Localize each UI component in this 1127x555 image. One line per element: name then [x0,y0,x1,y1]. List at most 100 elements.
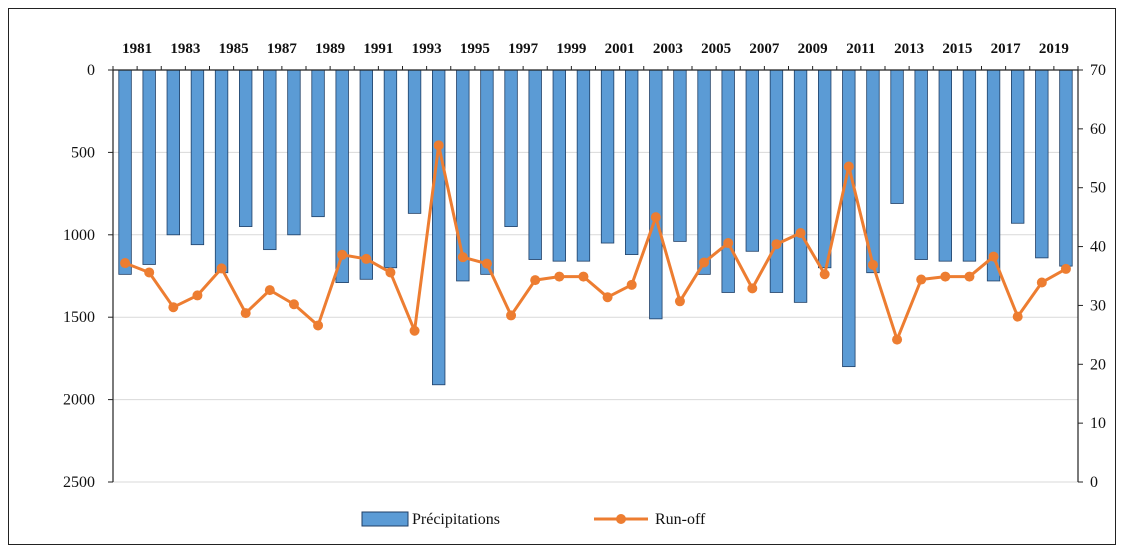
precipitation-bar [287,69,301,236]
left-tick-label: 2500 [63,474,95,491]
precipitation-bar [625,69,639,255]
precipitation-bar [190,69,205,246]
runoff-line [120,140,1071,345]
tick-labels: 0 500 1000 1500 2000 2500 70 60 50 40 30 20 10 0 1981 1… [63,41,1106,491]
runoff-point [674,296,685,307]
runoff-point [795,228,806,239]
legend-precipitation-label: Précipitations [412,511,500,528]
precipitation-bar [166,69,180,236]
top-tick-label: 2013 [894,41,924,57]
right-tick-label: 40 [1090,239,1106,256]
precipitation-bar [480,69,494,275]
top-tick-label: 2009 [798,41,828,57]
legend-runoff-marker [616,514,626,524]
legend: Précipitations Run-off [361,511,706,528]
runoff-point [916,274,927,285]
precipitation-bar [673,69,687,242]
runoff-point [723,238,734,249]
precipitation-bar [914,69,928,260]
legend-runoff-label: Run-off [655,511,706,528]
runoff-point [433,140,444,151]
right-tick-label: 0 [1090,474,1098,491]
precipitation-bar [214,69,229,274]
left-tick-label: 500 [71,144,95,161]
precipitation-bar [1011,69,1025,224]
precipitation-bar [745,69,759,252]
legend-precipitation-swatch [361,511,409,527]
precipitation-bars [118,69,1073,386]
top-tick-label: 1983 [170,41,200,57]
runoff-point [337,249,348,260]
right-tick-label: 70 [1090,62,1106,79]
top-tick-label: 1993 [412,41,442,57]
precipitation-bar [793,69,808,303]
precipitation-bar [263,69,277,251]
runoff-point [385,267,396,278]
precipitation-bar [986,69,1001,282]
runoff-point [626,279,637,290]
top-tick-label: 2017 [991,41,1022,57]
top-tick-label: 1997 [508,41,539,57]
runoff-point [988,251,999,262]
precipitation-bar [359,69,373,280]
precipitation-bar [239,69,253,227]
top-tick-label: 1987 [267,41,298,57]
runoff-point [964,271,975,282]
top-tick-label: 2011 [846,41,875,57]
top-tick-label: 1989 [315,41,345,57]
runoff-point [481,258,492,269]
runoff-point [1036,277,1047,288]
precipitation-bar [769,69,784,293]
precipitation-bar [142,69,156,265]
runoff-point [530,275,541,286]
runoff-point [264,285,275,296]
top-tick-label: 2001 [605,41,635,57]
top-tick-label: 1995 [460,41,490,57]
runoff-point [843,161,854,172]
precipitation-bar [649,69,663,320]
precipitation-bar [1059,69,1073,267]
axes [108,66,1083,483]
top-tick-label: 1991 [363,41,393,57]
runoff-point [602,292,613,303]
precipitation-bar [890,69,904,204]
runoff-point [747,283,758,294]
runoff-point [120,258,131,269]
top-tick-label: 2005 [701,41,731,57]
precipitation-bar [118,69,132,275]
precipitation-bar [504,69,518,227]
precipitation-bar [311,69,325,218]
runoff-point [361,253,372,264]
right-tick-label: 20 [1090,356,1106,373]
runoff-point [578,271,589,282]
top-tick-label: 1981 [122,41,152,57]
runoff-point [819,269,830,280]
precipitation-bar [962,69,977,262]
runoff-point [144,267,155,278]
left-tick-label: 2000 [63,392,95,409]
precipitation-bar [432,69,446,386]
precipitation-bar [1035,69,1049,259]
left-tick-label: 1000 [63,227,95,244]
precipitation-bar [842,69,856,368]
runoff-point [506,310,517,321]
right-tick-label: 30 [1090,297,1106,314]
precipitation-bar [407,69,422,214]
runoff-series-line [124,143,1067,342]
runoff-point [409,325,420,336]
runoff-point [699,257,710,268]
precipitation-bar [818,69,832,269]
precipitation-bar [697,69,711,275]
runoff-point [867,259,878,270]
precipitation-bar [456,69,470,282]
left-tick-label: 0 [87,62,95,79]
runoff-point [288,299,299,310]
right-tick-label: 60 [1090,121,1106,138]
runoff-point [168,302,179,313]
precipitation-bar [938,69,952,262]
precipitation-bar [576,69,591,262]
precipitation-bar [600,69,615,244]
precipitation-bar [528,69,542,260]
runoff-point [240,308,251,319]
